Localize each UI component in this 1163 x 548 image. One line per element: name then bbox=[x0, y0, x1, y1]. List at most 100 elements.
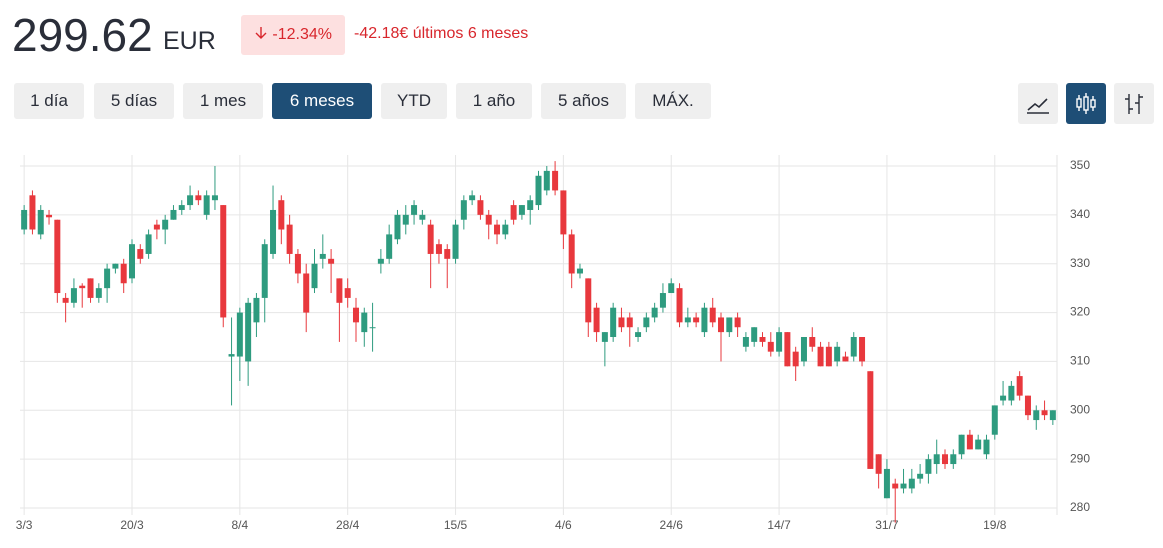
candle-body bbox=[502, 224, 509, 235]
change-badge: -12.34% bbox=[241, 15, 345, 55]
candle-body bbox=[676, 288, 683, 323]
candle-body bbox=[742, 337, 749, 347]
candle-body bbox=[626, 317, 633, 328]
candle-body bbox=[560, 190, 567, 235]
candle-body bbox=[767, 341, 774, 352]
candle-body bbox=[211, 195, 218, 201]
candle-icon bbox=[1076, 93, 1096, 114]
y-tick-label: 350 bbox=[1070, 158, 1090, 172]
candle-body bbox=[510, 205, 517, 220]
candle-body bbox=[394, 214, 401, 240]
candle-body bbox=[369, 327, 376, 329]
candle-body bbox=[278, 200, 285, 230]
candle-body bbox=[593, 307, 600, 333]
candle-body bbox=[759, 337, 766, 342]
candle-body bbox=[684, 317, 691, 323]
ohlc-chart-button[interactable] bbox=[1114, 83, 1154, 124]
candle-body bbox=[1008, 385, 1015, 401]
candle-body bbox=[419, 214, 426, 220]
x-tick-label: 3/3 bbox=[16, 518, 33, 532]
candle-body bbox=[37, 209, 44, 235]
candle-body bbox=[137, 249, 144, 259]
candle-body bbox=[576, 268, 583, 274]
candle-body bbox=[162, 219, 169, 230]
candle-body bbox=[261, 244, 268, 298]
candle-body bbox=[311, 263, 318, 289]
candle-body bbox=[62, 297, 69, 303]
y-tick-label: 340 bbox=[1070, 207, 1090, 221]
range-button[interactable]: MÁX. bbox=[635, 83, 711, 119]
candle-body bbox=[966, 434, 973, 450]
x-tick-label: 31/7 bbox=[875, 518, 899, 532]
y-tick-label: 310 bbox=[1070, 354, 1090, 368]
candle-body bbox=[925, 459, 932, 474]
candle-body bbox=[552, 170, 559, 191]
candle-body bbox=[842, 356, 849, 362]
candle-body bbox=[1024, 395, 1031, 416]
candle-body bbox=[104, 268, 111, 289]
y-tick-label: 300 bbox=[1070, 402, 1090, 416]
candle-body bbox=[46, 214, 53, 218]
range-button[interactable]: 1 mes bbox=[183, 83, 263, 119]
candle-body bbox=[859, 337, 866, 362]
range-button[interactable]: YTD bbox=[381, 83, 447, 119]
candle-body bbox=[635, 332, 642, 338]
candle-body bbox=[469, 195, 476, 201]
candle-body bbox=[585, 278, 592, 323]
candle-body bbox=[145, 234, 152, 254]
candle-body bbox=[460, 200, 467, 220]
candle-body bbox=[850, 337, 857, 357]
range-button[interactable]: 1 año bbox=[456, 83, 532, 119]
candle-body bbox=[892, 483, 899, 489]
range-button[interactable]: 5 días bbox=[94, 83, 174, 119]
candle-body bbox=[286, 224, 293, 254]
candle-body bbox=[427, 224, 434, 254]
candle-body bbox=[543, 170, 550, 191]
candle-body bbox=[527, 200, 534, 210]
candle-body bbox=[411, 205, 418, 215]
x-tick-label: 14/7 bbox=[767, 518, 791, 532]
candle-body bbox=[875, 454, 882, 474]
candle-body bbox=[668, 283, 675, 294]
candle-body bbox=[79, 285, 86, 289]
range-button[interactable]: 6 meses bbox=[272, 83, 372, 119]
change-text: -42.18€ últimos 6 meses bbox=[354, 25, 529, 42]
candle-body bbox=[112, 263, 119, 269]
candle-body bbox=[651, 307, 658, 318]
candle-body bbox=[917, 473, 924, 479]
candle-body bbox=[1049, 410, 1056, 421]
candle-body bbox=[883, 468, 890, 499]
candle-body bbox=[452, 224, 459, 259]
candle-body bbox=[220, 205, 227, 318]
candle-body bbox=[54, 219, 61, 294]
ohlc-icon bbox=[1125, 94, 1143, 114]
candle-body bbox=[95, 288, 102, 298]
candle-body bbox=[900, 483, 907, 489]
price: 299.62 bbox=[12, 9, 153, 61]
candle-body bbox=[203, 195, 210, 215]
candle-body bbox=[386, 234, 393, 259]
candle-body bbox=[950, 454, 957, 465]
candle-chart-button[interactable] bbox=[1066, 83, 1106, 124]
candle-body bbox=[991, 405, 998, 435]
candle-body bbox=[253, 297, 260, 323]
candle-body bbox=[610, 307, 617, 338]
candle-body bbox=[377, 258, 384, 264]
line-chart-button[interactable] bbox=[1018, 83, 1058, 124]
candle-body bbox=[601, 332, 608, 342]
y-tick-label: 290 bbox=[1070, 451, 1090, 465]
candle-body bbox=[693, 317, 700, 323]
candle-body bbox=[245, 302, 252, 362]
candle-body bbox=[784, 332, 791, 367]
range-button[interactable]: 1 día bbox=[14, 83, 84, 119]
x-tick-label: 28/4 bbox=[336, 518, 360, 532]
candle-body bbox=[800, 337, 807, 362]
candle-body bbox=[170, 209, 177, 220]
candle-body bbox=[618, 317, 625, 328]
range-button[interactable]: 5 años bbox=[541, 83, 626, 119]
candle-body bbox=[975, 439, 982, 450]
candle-body bbox=[195, 195, 202, 201]
candle-body bbox=[402, 214, 409, 225]
candle-body bbox=[908, 478, 915, 489]
